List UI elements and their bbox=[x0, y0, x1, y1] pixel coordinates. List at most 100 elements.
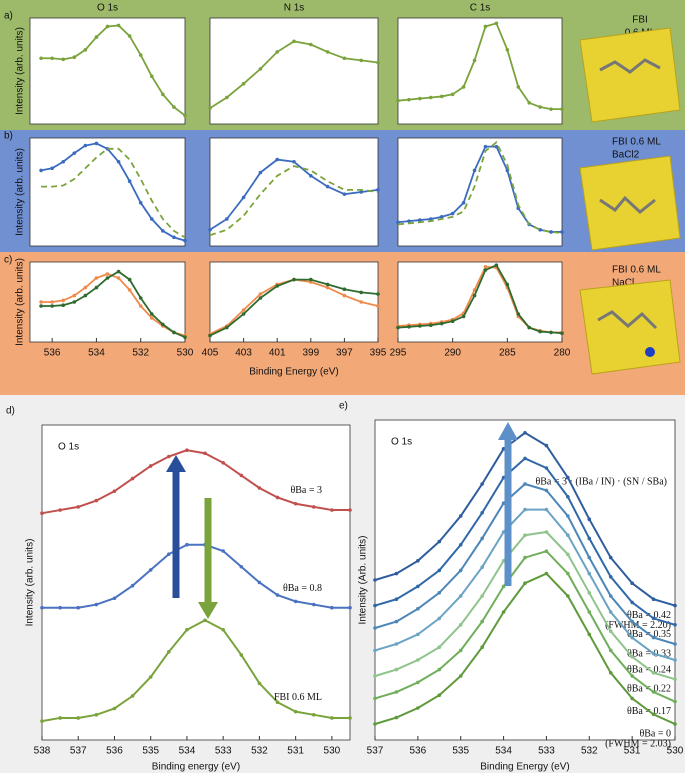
x-tick-label: 401 bbox=[269, 348, 286, 359]
series-line bbox=[41, 24, 186, 117]
data-point bbox=[94, 285, 99, 290]
data-point bbox=[429, 217, 433, 221]
data-point bbox=[116, 159, 121, 164]
series-line bbox=[209, 165, 379, 237]
data-point bbox=[394, 690, 399, 694]
data-point bbox=[359, 190, 364, 194]
data-point bbox=[523, 533, 527, 537]
data-point bbox=[241, 195, 246, 200]
side-text: FBI 0.6 ML bbox=[612, 137, 661, 148]
data-point bbox=[72, 151, 77, 155]
data-point bbox=[225, 95, 229, 100]
data-point bbox=[105, 24, 110, 29]
data-point bbox=[651, 671, 656, 675]
data-point bbox=[40, 719, 44, 723]
data-point bbox=[630, 619, 634, 624]
data-point bbox=[587, 517, 592, 521]
data-point bbox=[39, 304, 43, 308]
data-point bbox=[439, 321, 444, 326]
data-point bbox=[527, 101, 531, 105]
data-point bbox=[630, 655, 634, 659]
data-point bbox=[330, 716, 334, 720]
data-point bbox=[461, 201, 466, 205]
data-point bbox=[458, 568, 463, 573]
series-line bbox=[42, 543, 350, 609]
arrowhead-up-d bbox=[166, 455, 186, 472]
data-point bbox=[437, 616, 442, 621]
data-point bbox=[376, 60, 380, 65]
data-point bbox=[40, 605, 44, 610]
data-point bbox=[275, 157, 280, 162]
data-point bbox=[376, 292, 380, 296]
data-point bbox=[208, 333, 212, 338]
data-point bbox=[127, 277, 132, 282]
series-label: θBa = 0 bbox=[639, 728, 671, 739]
data-point bbox=[127, 288, 132, 292]
y-axis-label: Intensity (Arb. units) bbox=[358, 536, 369, 625]
data-point bbox=[72, 300, 77, 304]
data-point bbox=[549, 230, 553, 234]
data-point bbox=[185, 627, 189, 632]
side-text: FBI 0.6 ML bbox=[612, 265, 661, 276]
panel-title: N 1s bbox=[284, 3, 305, 14]
data-point bbox=[61, 57, 66, 62]
data-point bbox=[105, 272, 110, 276]
data-point bbox=[418, 218, 422, 222]
data-point bbox=[348, 508, 352, 512]
x-tick-label: 399 bbox=[302, 348, 319, 359]
side-text: FBI bbox=[632, 15, 648, 26]
data-point bbox=[501, 559, 506, 563]
data-point bbox=[480, 619, 484, 624]
data-point bbox=[560, 230, 564, 234]
x-tick-label: 397 bbox=[336, 348, 353, 359]
data-point bbox=[538, 105, 542, 109]
data-point bbox=[450, 92, 455, 97]
data-point bbox=[325, 282, 330, 287]
data-point bbox=[458, 514, 463, 518]
sodium-ion bbox=[645, 347, 655, 357]
data-point bbox=[183, 113, 187, 118]
data-point bbox=[76, 716, 81, 720]
data-point bbox=[39, 300, 43, 304]
data-point bbox=[183, 238, 187, 243]
x-tick-label: 530 bbox=[324, 746, 341, 757]
plot-area bbox=[209, 137, 379, 247]
series-line bbox=[397, 22, 562, 111]
data-point bbox=[523, 456, 527, 461]
data-point bbox=[416, 559, 420, 563]
data-point bbox=[396, 98, 400, 103]
data-point bbox=[61, 303, 66, 308]
plot-area bbox=[397, 17, 563, 125]
data-point bbox=[148, 464, 153, 468]
data-point bbox=[501, 610, 506, 614]
series-line bbox=[397, 264, 563, 335]
x-tick-label: 535 bbox=[142, 746, 159, 757]
y-axis-label: Intensity (arb. units) bbox=[15, 258, 26, 346]
data-point bbox=[538, 329, 542, 334]
data-point bbox=[560, 331, 564, 336]
series-line bbox=[397, 140, 563, 234]
data-point bbox=[130, 694, 135, 698]
data-point bbox=[275, 700, 280, 704]
data-point bbox=[523, 555, 527, 560]
data-point bbox=[376, 188, 380, 192]
data-point bbox=[94, 35, 99, 39]
data-point bbox=[566, 533, 570, 537]
data-point bbox=[437, 591, 442, 595]
data-point bbox=[651, 712, 656, 717]
data-point bbox=[505, 48, 510, 52]
data-point bbox=[221, 549, 225, 553]
panel-label: b) bbox=[4, 131, 13, 142]
series-label: θBa = 0.33 bbox=[627, 648, 671, 659]
series-label: θBa = 0.8 bbox=[283, 583, 322, 594]
x-tick-label: 534 bbox=[179, 746, 196, 757]
data-point bbox=[83, 143, 88, 148]
data-point bbox=[149, 217, 154, 221]
data-point bbox=[116, 269, 121, 274]
data-point bbox=[566, 514, 570, 518]
series-label: θBa = 3 bbox=[290, 485, 322, 496]
side-text: BaCl2 bbox=[612, 150, 640, 161]
data-point bbox=[544, 549, 549, 553]
data-point bbox=[258, 170, 263, 175]
side-panels bbox=[579, 27, 681, 375]
